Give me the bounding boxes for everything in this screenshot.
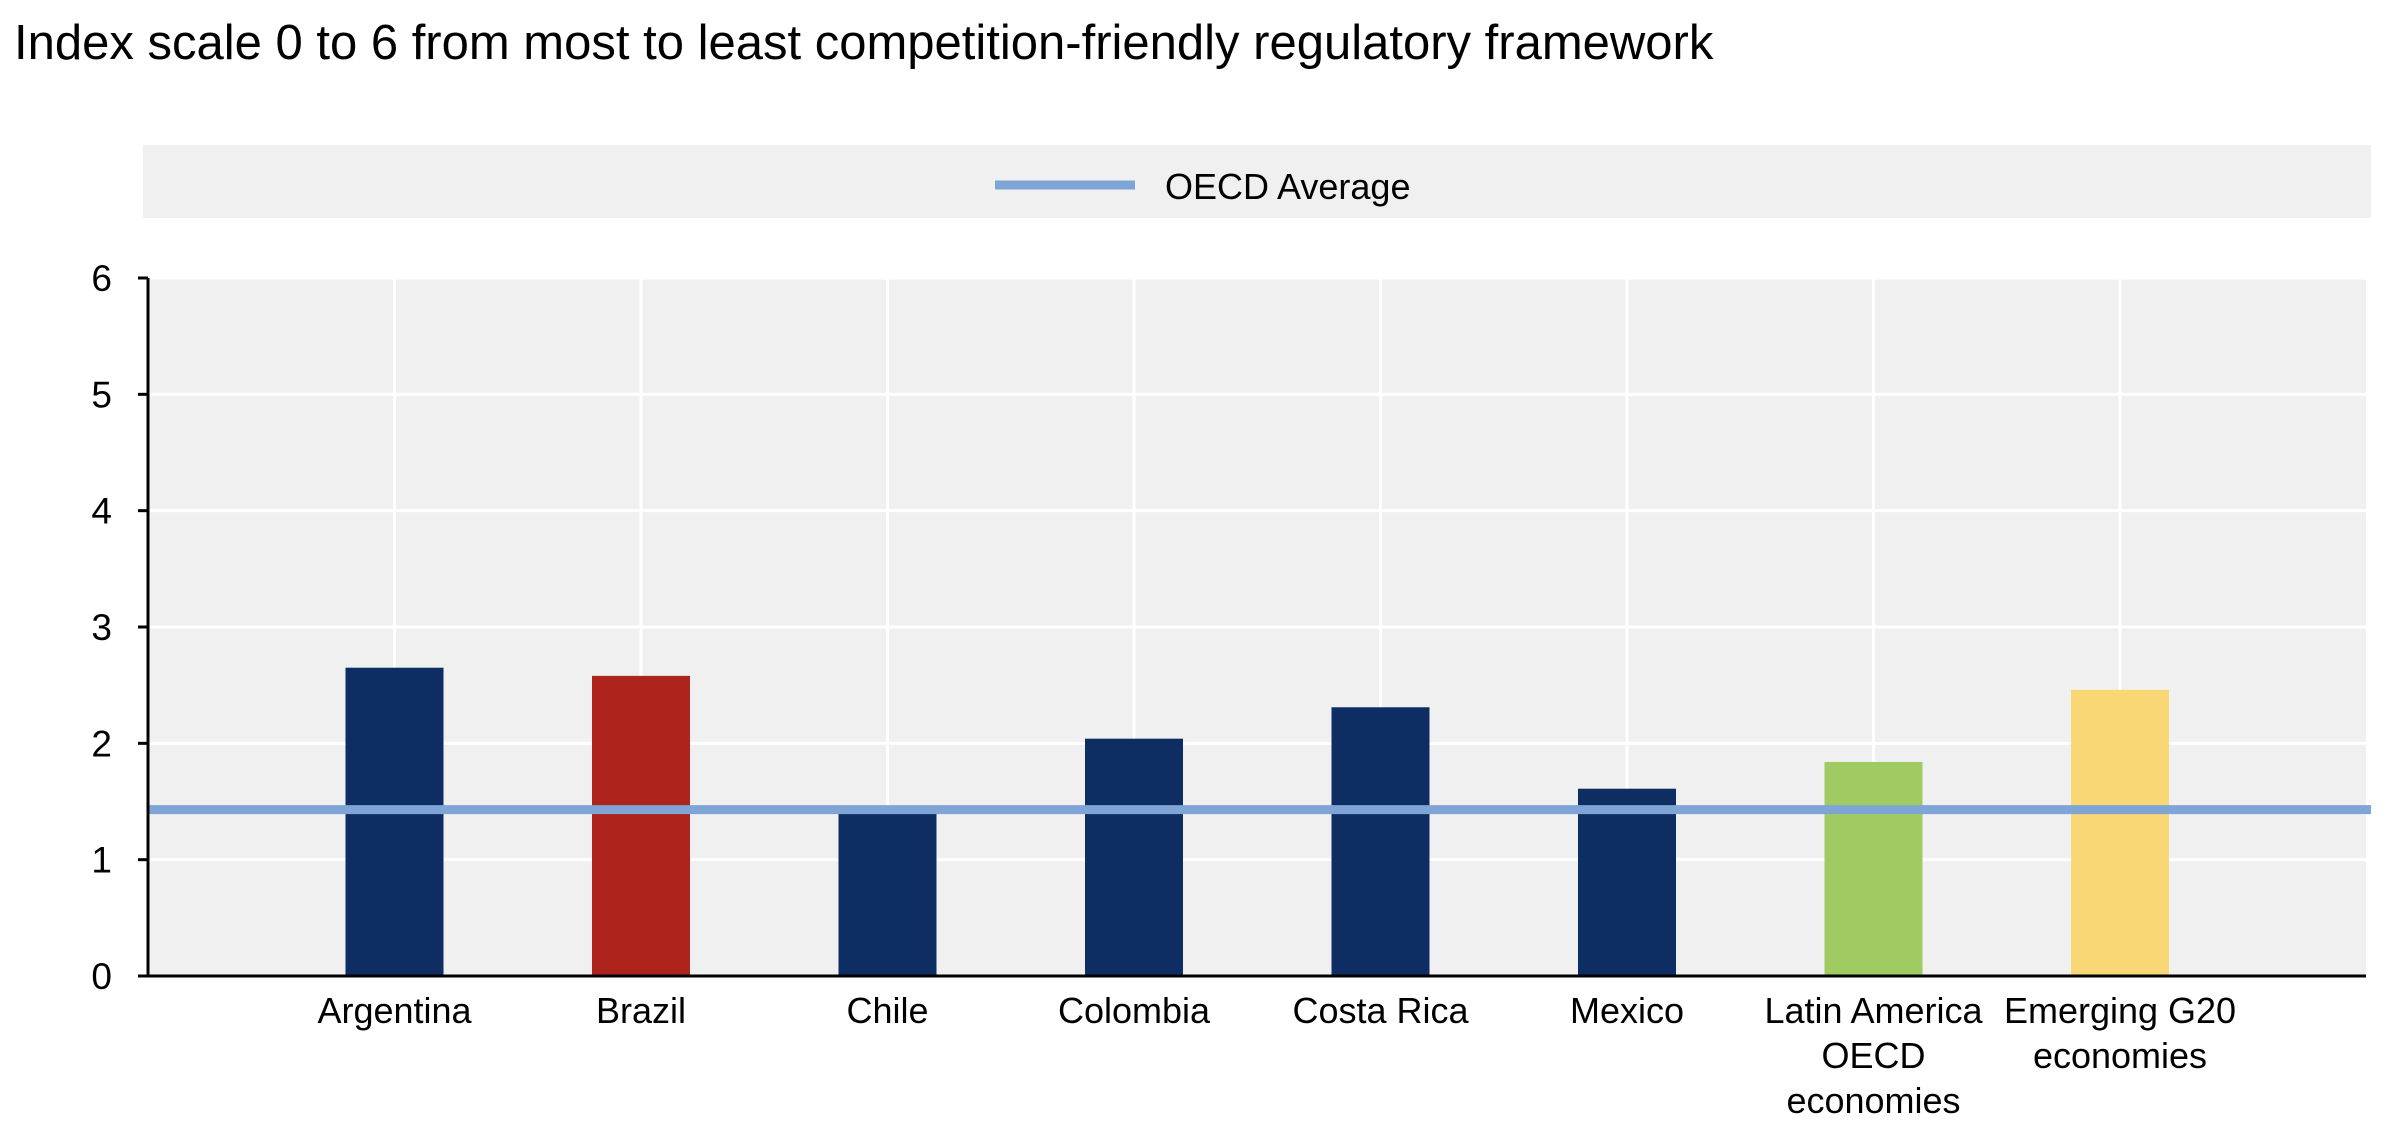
legend-box (143, 145, 2371, 218)
x-tick-label: Emerging G20 (2004, 990, 2236, 1031)
x-tick-label: Latin America (1764, 990, 1983, 1031)
legend-label-oecd-average: OECD Average (1165, 166, 1410, 207)
axes (138, 276, 2366, 978)
bar (592, 675, 690, 976)
x-tick-label: Chile (846, 990, 928, 1031)
y-tick-label: 1 (91, 840, 112, 881)
x-tick-label: economies (2033, 1035, 2207, 1076)
x-tick-label: OECD (1821, 1035, 1925, 1076)
y-tick-label: 5 (91, 374, 112, 415)
x-tick-label: economies (1786, 1080, 1960, 1121)
x-tick-label: Mexico (1570, 990, 1684, 1031)
y-tick-label: 2 (91, 723, 112, 764)
bar (1331, 707, 1430, 976)
bar (345, 667, 444, 976)
chart-title: Index scale 0 to 6 from most to least co… (14, 16, 1714, 70)
y-tick-label: 0 (91, 956, 112, 997)
y-tick-label: 3 (91, 607, 112, 648)
y-tick-labels: 0 1 2 3 4 5 6 (91, 258, 112, 997)
bar (1085, 738, 1183, 976)
x-tick-label: Costa Rica (1292, 990, 1469, 1031)
bars (345, 667, 2169, 976)
bar (838, 810, 937, 976)
y-tick-label: 6 (91, 258, 112, 299)
x-tick-label: Argentina (317, 990, 472, 1031)
x-tick-label: Brazil (596, 990, 686, 1031)
bar (1578, 788, 1676, 976)
bar (1824, 761, 1923, 976)
x-tick-label: Colombia (1058, 990, 1211, 1031)
bar (2071, 689, 2169, 976)
y-tick-label: 4 (91, 491, 112, 532)
x-tick-labels: Argentina Brazil Chile Colombia Costa Rica Me… (317, 990, 2236, 1121)
